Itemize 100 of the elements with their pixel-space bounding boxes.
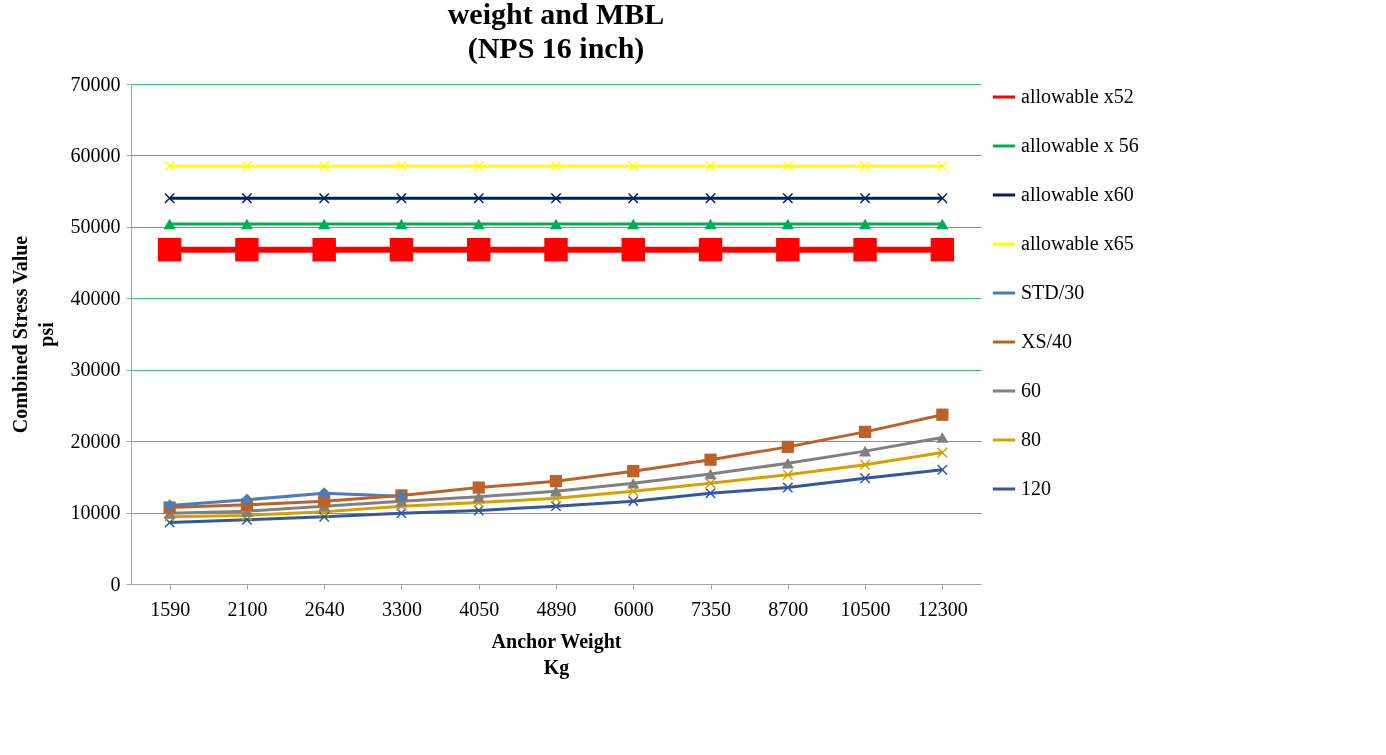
point [859,160,871,172]
point [781,457,794,469]
point [240,493,254,506]
point [627,495,639,507]
point [544,237,568,262]
point [395,218,408,230]
point [782,482,794,494]
point [627,160,639,172]
point [240,218,254,230]
x-tick-label: 8700 [768,597,809,620]
text: psi [34,322,57,347]
point [549,218,563,230]
point [936,432,949,443]
x-tick-label: 2640 [304,597,345,620]
y-tick-label: 40000 [70,286,121,309]
y-tick-label: 70000 [70,72,121,95]
point [163,218,176,230]
point [704,468,717,480]
point [698,237,723,262]
point [396,507,407,519]
point [318,160,330,172]
x-tick-label: 3300 [381,597,422,620]
point [705,192,716,204]
point [627,192,639,204]
text: Anchor Weight [491,629,622,652]
point [389,237,414,262]
point [312,237,336,262]
point [472,218,485,230]
point [473,160,485,172]
legend-label: XS/40 [1021,330,1073,352]
point [705,160,716,172]
y-tick-label: 30000 [70,358,121,381]
point [472,481,485,494]
point [627,477,640,489]
point [621,237,645,262]
point [936,447,948,459]
point [467,237,491,262]
legend-label: 60 [1021,379,1041,401]
point [318,506,330,518]
point [776,237,800,262]
text: weight and MBL [447,0,665,30]
point [550,500,562,512]
y-tick-label: 60000 [70,143,121,166]
y-tick-label: 10000 [70,501,121,524]
point [936,160,948,172]
point [241,509,253,521]
point [859,459,871,471]
point [549,485,563,497]
point [936,192,948,204]
legend-label: STD/30 [1021,281,1085,303]
legend-label: allowable x52 [1021,85,1134,107]
point [318,218,331,230]
point [164,192,176,204]
point [550,492,562,504]
point [936,408,949,421]
point [853,237,877,262]
legend-label: allowable x 56 [1021,134,1139,156]
x-tick-label: 10500 [840,597,891,620]
text: (NPS 16 inch) [467,31,645,64]
point [782,192,794,204]
point [858,218,872,230]
x-tick-label: 6000 [613,597,654,620]
x-tick-label: 4890 [536,597,577,620]
y-tick-label: 0 [110,572,121,595]
legend-label: 120 [1021,477,1051,499]
point [157,237,182,262]
point [164,517,176,529]
legend-label: allowable x60 [1021,183,1134,205]
point [782,160,794,172]
point [396,192,407,204]
point [241,160,253,172]
point [858,445,872,457]
point [930,237,955,262]
point [549,475,563,488]
point [704,218,717,230]
point [936,218,949,230]
point [164,160,176,172]
point [705,487,716,499]
point [704,453,717,466]
point [473,504,485,516]
point [241,192,253,204]
x-tick-label: 7350 [691,597,732,620]
point [859,192,871,204]
text: Kg [543,655,570,678]
text: Combined Stress Value [8,235,31,434]
point [473,192,485,204]
point [782,469,794,481]
point [396,500,407,512]
point [318,511,330,523]
point [858,425,872,438]
y-tick-label: 50000 [70,215,121,238]
point [936,464,948,476]
point [396,160,407,172]
point [318,192,330,204]
point [627,465,640,478]
point [627,218,640,230]
x-tick-label: 12300 [917,597,968,620]
point [781,440,794,453]
point [781,218,794,230]
point [235,237,259,262]
